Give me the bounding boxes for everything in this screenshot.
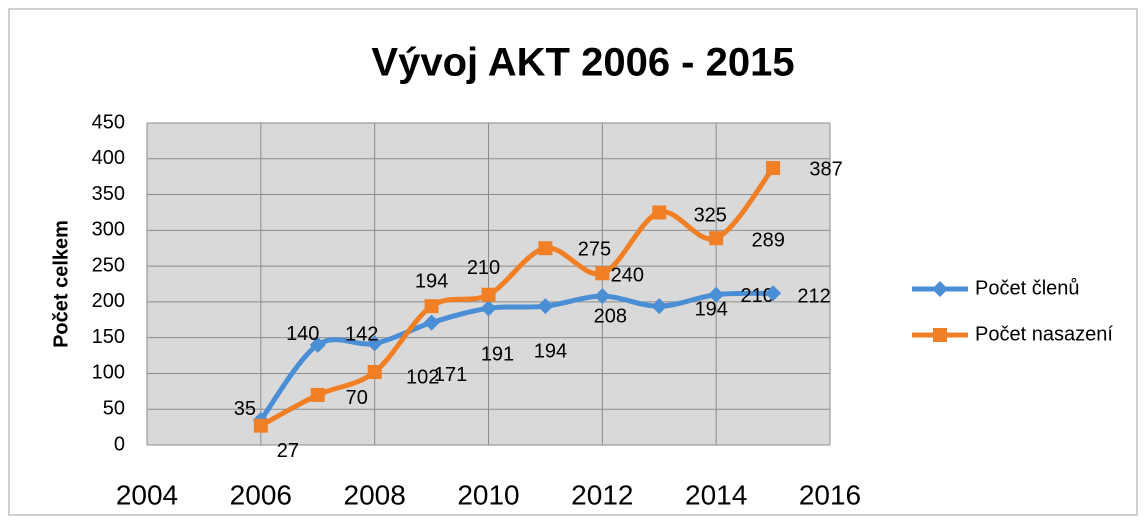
data-label: 210 <box>467 257 500 279</box>
marker <box>423 314 440 331</box>
y-tick-label: 400 <box>92 147 125 169</box>
data-label: 240 <box>611 265 644 287</box>
y-axis-label: Počet celkem <box>50 220 72 348</box>
marker <box>765 285 782 302</box>
x-tick-label: 2014 <box>685 479 747 510</box>
y-tick-label: 200 <box>92 290 125 312</box>
legend-label: Počet členů <box>975 277 1080 299</box>
marker <box>538 241 553 256</box>
marker <box>766 161 781 176</box>
data-label: 194 <box>534 340 567 362</box>
data-label: 289 <box>751 229 784 251</box>
y-tick-label: 0 <box>114 433 125 455</box>
marker <box>709 231 724 246</box>
data-label: 212 <box>797 286 830 308</box>
y-tick-label: 450 <box>92 111 125 133</box>
data-label: 102 <box>406 366 439 388</box>
chart-title: Vývoj AKT 2006 - 2015 <box>371 41 794 85</box>
x-tick-label: 2004 <box>116 479 178 510</box>
data-label: 194 <box>695 298 728 320</box>
y-tick-label: 250 <box>92 254 125 276</box>
y-tick-label: 350 <box>92 183 125 205</box>
data-label: 208 <box>594 305 627 327</box>
x-tick-label: 2006 <box>230 479 292 510</box>
data-label: 210 <box>740 285 773 307</box>
y-tick-label: 150 <box>92 326 125 348</box>
legend-label: Počet nasazení <box>975 323 1113 345</box>
x-tick-label: 2016 <box>799 479 861 510</box>
y-tick-label: 300 <box>92 219 125 241</box>
y-tick-label: 50 <box>103 398 125 420</box>
data-label: 171 <box>434 364 467 386</box>
series-line <box>259 166 776 428</box>
data-label: 191 <box>481 344 514 366</box>
marker <box>652 205 667 220</box>
marker <box>309 336 326 353</box>
marker <box>933 328 947 342</box>
marker <box>537 298 554 315</box>
x-tick-label: 2010 <box>457 479 519 510</box>
data-label: 35 <box>234 398 256 420</box>
y-tick-label: 100 <box>92 362 125 384</box>
marker <box>480 300 497 317</box>
data-label: 194 <box>415 270 448 292</box>
series-line <box>258 290 774 422</box>
marker <box>424 299 439 314</box>
marker <box>481 287 496 302</box>
marker <box>366 335 383 352</box>
marker <box>310 387 325 402</box>
data-label: 387 <box>809 158 842 180</box>
marker <box>594 288 611 305</box>
marker <box>651 298 668 315</box>
data-label: 70 <box>346 387 368 409</box>
marker <box>595 266 610 281</box>
data-label: 275 <box>578 239 611 261</box>
marker <box>708 286 725 303</box>
x-tick-label: 2012 <box>571 479 633 510</box>
marker <box>367 365 382 380</box>
data-label: 142 <box>345 324 378 346</box>
marker <box>253 418 268 433</box>
marker <box>932 281 948 297</box>
data-label: 325 <box>694 205 727 227</box>
x-tick-label: 2008 <box>344 479 406 510</box>
data-label: 140 <box>286 323 319 345</box>
data-label: 27 <box>277 440 299 462</box>
